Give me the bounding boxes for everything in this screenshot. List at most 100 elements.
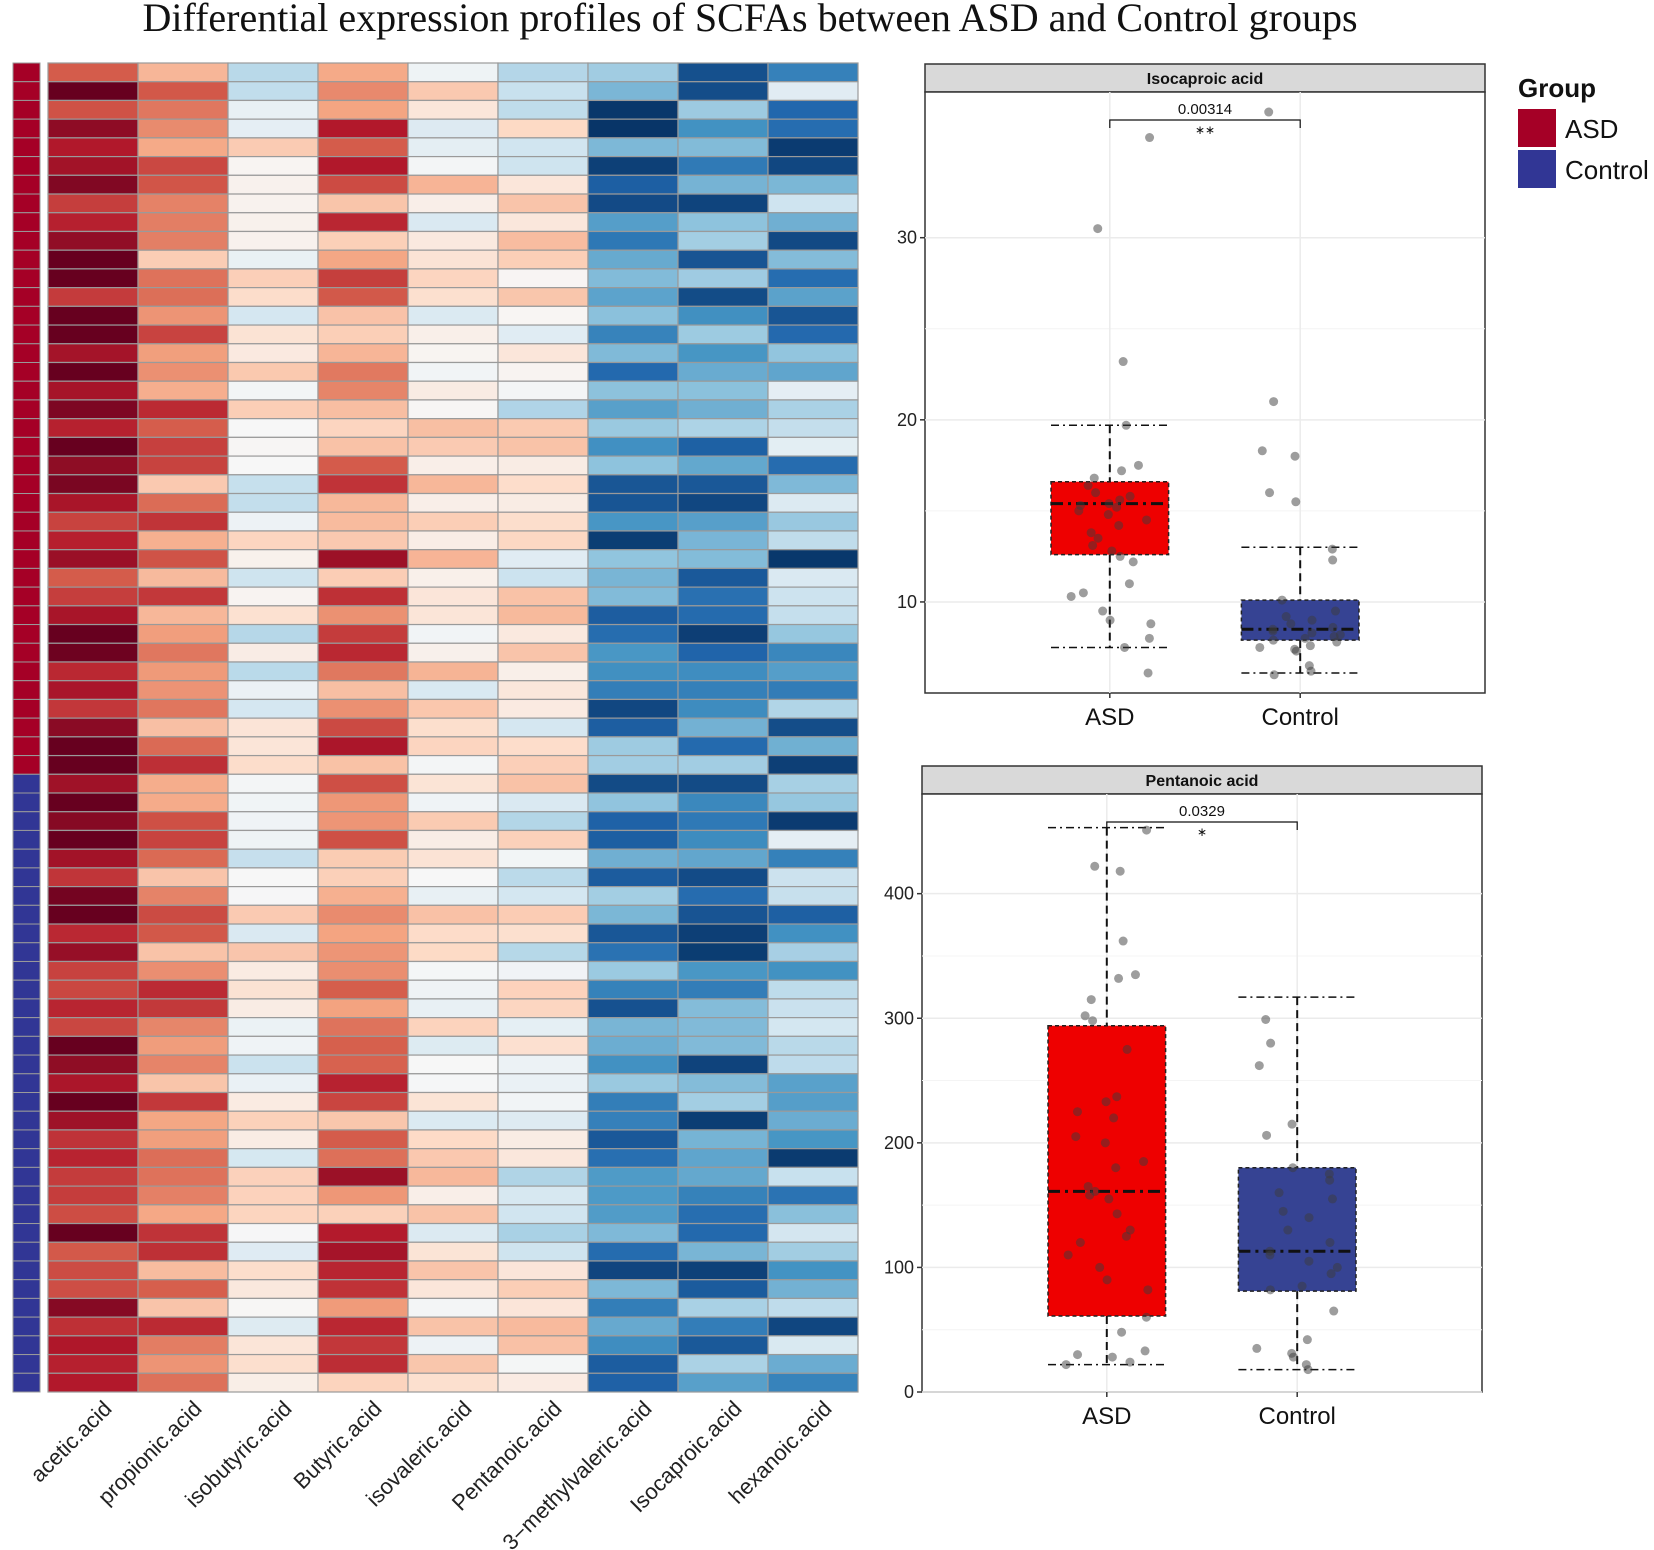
heatmap-cell (677, 773, 769, 794)
heatmap-cell (227, 567, 319, 588)
heatmap-cell (497, 773, 589, 794)
data-point (1083, 1181, 1093, 1191)
heatmap-cell (47, 1017, 139, 1037)
data-point (1120, 642, 1130, 652)
heatmap-cell (407, 474, 499, 495)
heatmap-cell (407, 81, 499, 102)
heatmap-cell (47, 567, 139, 588)
heatmap-cell (317, 492, 409, 513)
heatmap-cell (587, 1129, 679, 1150)
data-point (1117, 466, 1127, 476)
data-point (1088, 1016, 1098, 1026)
heatmap-cell (47, 1148, 139, 1168)
heatmap-cell (227, 811, 319, 832)
heatmap-cell (317, 605, 409, 626)
heatmap-cell (47, 1204, 139, 1225)
heatmap-cell (227, 998, 319, 1019)
heatmap-cell (497, 1073, 589, 1094)
heatmap-cell (407, 99, 499, 120)
data-point (1121, 420, 1131, 430)
annotation-cell (12, 586, 41, 607)
data-point (1265, 1285, 1275, 1295)
heatmap-cell (227, 717, 319, 738)
heatmap-cell (137, 324, 229, 345)
heatmap-cell (587, 118, 679, 139)
data-point (1140, 1346, 1150, 1356)
data-point (1107, 546, 1117, 556)
data-point (1144, 633, 1154, 643)
heatmap-cell (47, 137, 139, 158)
legend-label-control: Control (1565, 155, 1649, 185)
heatmap-cell (497, 1297, 589, 1318)
heatmap-cell (227, 586, 319, 607)
heatmap-cell (677, 1335, 769, 1356)
annotation-cell (12, 717, 41, 738)
heatmap-cell (497, 811, 589, 832)
heatmap-cell (677, 418, 769, 438)
heatmap-cell (47, 605, 139, 626)
heatmap-cell (677, 230, 769, 251)
heatmap-cell (677, 1297, 769, 1318)
heatmap-cell (137, 230, 229, 251)
panel-strip (924, 63, 1486, 93)
data-point (1074, 506, 1084, 516)
data-point (1075, 1238, 1085, 1247)
x-tick-label: ASD (1085, 704, 1134, 731)
heatmap-cell (767, 212, 859, 233)
data-point (1101, 1097, 1111, 1107)
heatmap-cell (587, 549, 679, 569)
heatmap-cell (227, 1091, 319, 1112)
heatmap-cell (677, 1148, 769, 1168)
annotation-cell (12, 230, 41, 251)
heatmap-cell (677, 530, 769, 551)
heatmap-cell (227, 680, 319, 701)
heatmap-cell (587, 979, 679, 1000)
heatmap-cell (137, 586, 229, 607)
annotation-cell (12, 1223, 41, 1243)
heatmap-cell (587, 212, 679, 233)
heatmap-cell (497, 268, 589, 289)
heatmap-cell (677, 1110, 769, 1131)
heatmap-cell (677, 268, 769, 289)
heatmap-cell (677, 399, 769, 420)
heatmap-cell (137, 436, 229, 457)
heatmap-cell (407, 1148, 499, 1168)
heatmap-cell (407, 1017, 499, 1037)
heatmap-cell (407, 998, 499, 1019)
heatmap-cell (317, 698, 409, 719)
heatmap-cell (497, 754, 589, 775)
heatmap-cell (767, 1185, 859, 1206)
data-point (1088, 540, 1098, 550)
heatmap-cell (317, 1316, 409, 1337)
data-point (1083, 480, 1093, 490)
figure-title: Differential expression profiles of SCFA… (142, 0, 1358, 40)
data-point (1111, 1163, 1121, 1173)
plot-area (924, 91, 1486, 694)
heatmap-cell (137, 773, 229, 794)
heatmap-cell (317, 361, 409, 382)
heatmap-cell (317, 1353, 409, 1374)
heatmap-cell (137, 998, 229, 1019)
data-point (1255, 642, 1265, 652)
heatmap-cell (227, 886, 319, 906)
heatmap-cell (407, 1204, 499, 1225)
heatmap-cell (137, 193, 229, 214)
isocaproic-boxplot: Isocaproic acid 10 20 30 ASD Control 0.00314 ∗∗ (897, 63, 1486, 731)
heatmap-cell (677, 380, 769, 401)
heatmap-cell (587, 62, 679, 83)
heatmap-cell (587, 174, 679, 195)
heatmap-cell (587, 886, 679, 906)
heatmap-cell (137, 474, 229, 495)
heatmap-cell (587, 1073, 679, 1094)
heatmap-cell (47, 1297, 139, 1318)
heatmap-cell (407, 736, 499, 757)
heatmap-cell (407, 530, 499, 551)
annotation-cell (12, 174, 41, 195)
heatmap-cell (497, 792, 589, 813)
heatmap-cell (47, 1035, 139, 1056)
heatmap-cell (407, 1129, 499, 1150)
heatmap-cell (317, 773, 409, 794)
heatmap-cell (227, 81, 319, 102)
heatmap-cell (407, 1054, 499, 1075)
heatmap-cell (407, 1335, 499, 1356)
